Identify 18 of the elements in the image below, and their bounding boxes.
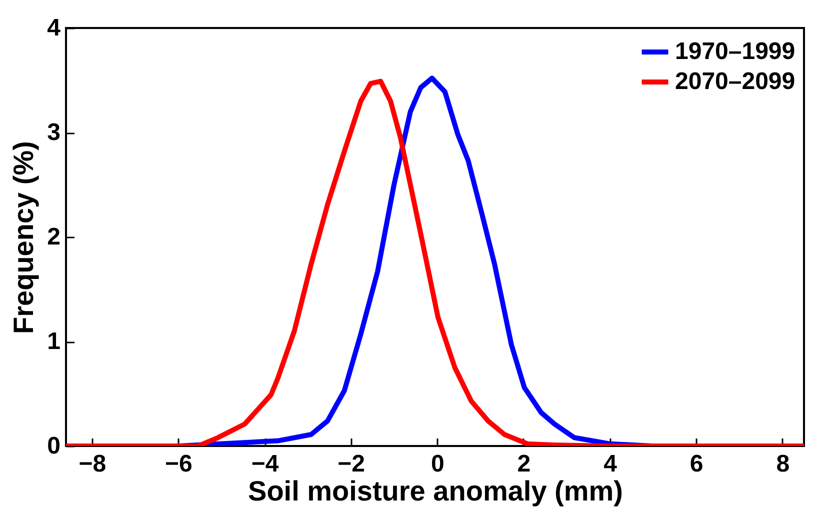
legend-label: 1970–1999 [675,38,796,65]
x-tick-label: 0 [430,450,444,478]
y-tick-label: 2 [47,224,60,250]
x-tick-label: −6 [165,450,192,478]
x-tick-label: 6 [690,450,704,478]
x-axis-title: Soil moisture anomaly (mm) [248,476,623,506]
x-tick-label: −4 [251,450,280,478]
legend-label: 2070–2099 [675,68,796,95]
y-axis-title: Frequency (%) [8,141,40,334]
x-tick-label: −2 [338,450,366,478]
x-tick-label: 8 [776,450,790,478]
y-tick-label: 3 [47,119,60,146]
x-tick-label: 4 [604,450,618,478]
x-tick-label: 2 [517,450,531,478]
y-tick-label: 4 [47,14,62,42]
y-tick-label: 1 [47,328,60,355]
x-tick-label: −8 [78,450,106,478]
y-tick-label: 0 [47,432,60,460]
